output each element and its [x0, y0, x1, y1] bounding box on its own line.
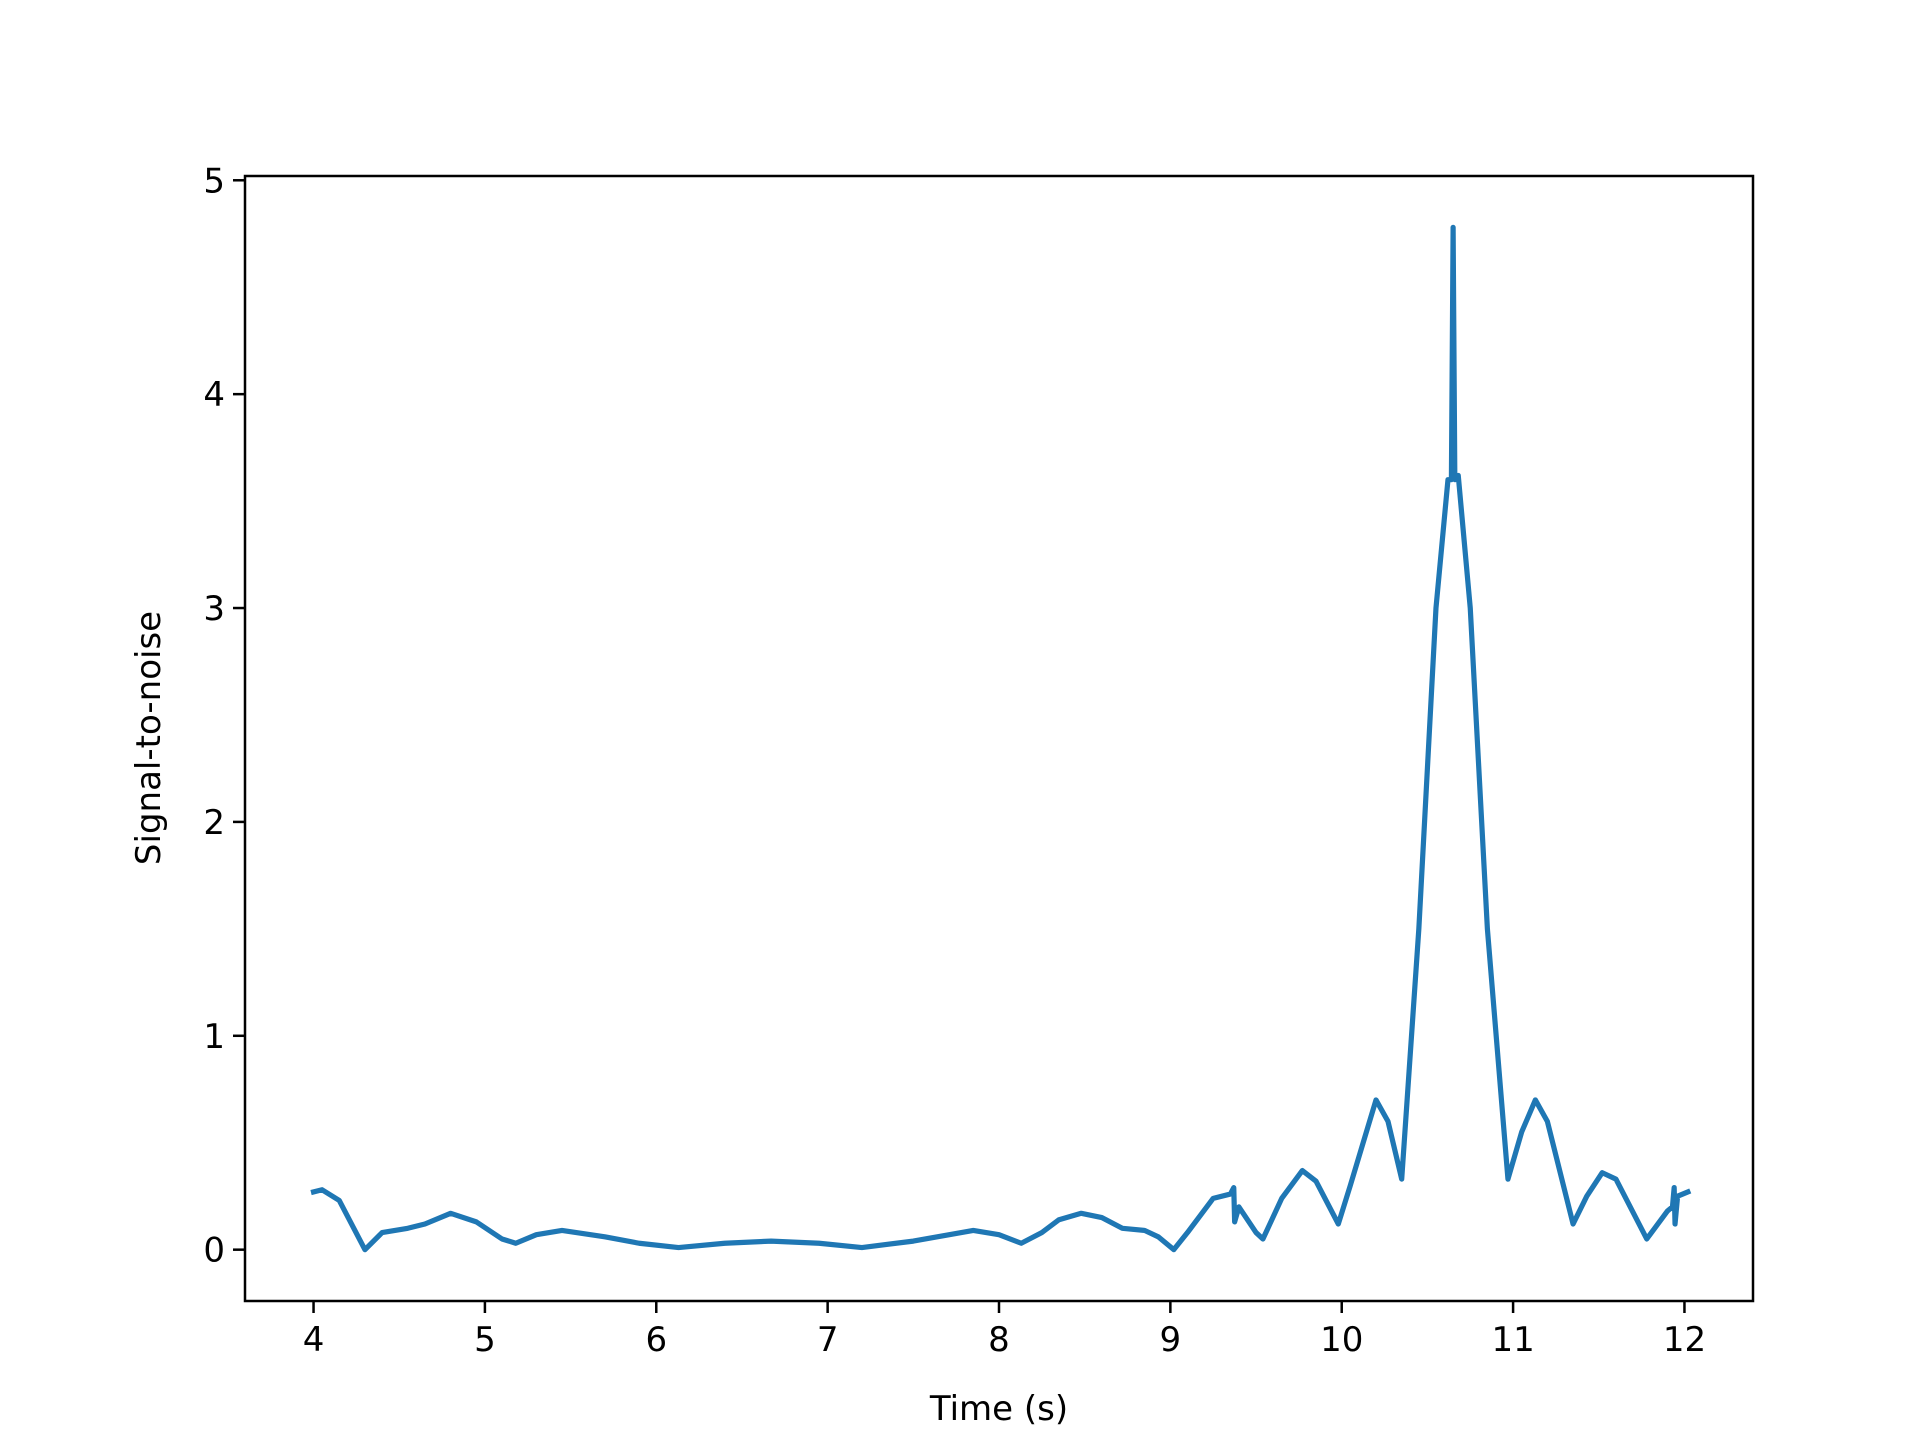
y-axis-label: Signal-to-noise [129, 611, 169, 865]
x-tick-label: 6 [645, 1320, 667, 1360]
x-tick-label: 11 [1491, 1320, 1534, 1360]
x-tick-label: 4 [303, 1320, 325, 1360]
x-tick-label: 12 [1663, 1320, 1706, 1360]
y-tick-label: 3 [203, 589, 225, 629]
plot-frame [243, 174, 1755, 1303]
y-tick-label: 5 [203, 161, 225, 201]
x-tick-label: 5 [474, 1320, 496, 1360]
x-tick-label: 10 [1320, 1320, 1363, 1360]
x-tick-label: 9 [1160, 1320, 1182, 1360]
y-tick-label: 0 [203, 1231, 225, 1271]
x-tick-label: 8 [988, 1320, 1010, 1360]
line-series [310, 224, 1692, 1253]
y-tick-label: 2 [203, 803, 225, 843]
y-tick-label: 4 [203, 375, 225, 415]
y-tick-label: 1 [203, 1017, 225, 1057]
x-axis-label: Time (s) [929, 1389, 1068, 1429]
x-tick-label: 7 [817, 1320, 839, 1360]
